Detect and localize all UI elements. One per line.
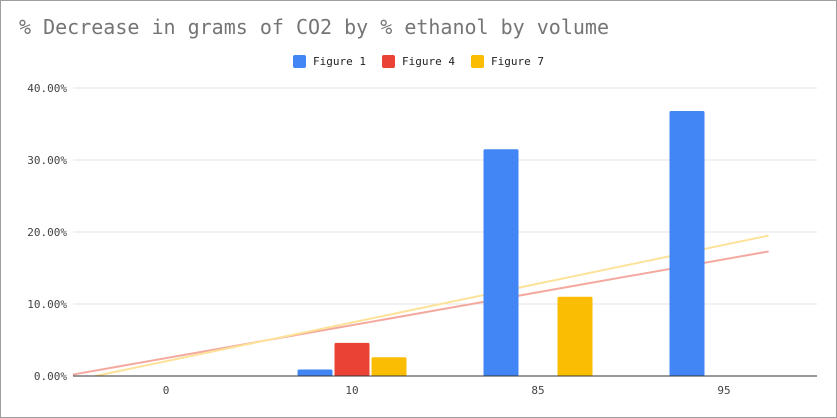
legend-item[interactable]: Figure 4 (382, 54, 455, 68)
trendline (95, 234, 769, 377)
y-tick-label: 30.00% (27, 154, 67, 167)
chart-legend: Figure 1 Figure 4 Figure 7 (0, 53, 837, 69)
x-tick-label: 10 (345, 384, 358, 397)
y-tick-label: 0.00% (34, 370, 67, 383)
legend-label: Figure 7 (490, 54, 544, 68)
bar[interactable] (483, 149, 519, 376)
legend-swatch (470, 54, 484, 68)
bar[interactable] (371, 357, 407, 376)
chart-title: % Decrease in grams of CO2 by % ethanol … (19, 15, 610, 39)
legend-label: Figure 4 (402, 54, 455, 68)
bar[interactable] (557, 296, 593, 376)
legend-item[interactable]: Figure 7 (470, 54, 544, 68)
bar[interactable] (669, 111, 705, 376)
x-tick-label: 0 (163, 384, 170, 397)
trendline (72, 250, 769, 376)
bar[interactable] (334, 342, 370, 376)
legend-swatch (382, 54, 395, 68)
x-tick-label: 85 (531, 384, 544, 397)
legend-item[interactable]: Figure 1 (293, 54, 366, 68)
x-tick-label: 95 (717, 384, 730, 397)
legend-swatch (293, 54, 307, 68)
bar[interactable] (297, 369, 333, 376)
y-tick-label: 10.00% (27, 298, 67, 311)
y-tick-label: 40.00% (27, 82, 67, 95)
y-tick-label: 20.00% (27, 226, 67, 239)
legend-label: Figure 1 (313, 54, 366, 68)
